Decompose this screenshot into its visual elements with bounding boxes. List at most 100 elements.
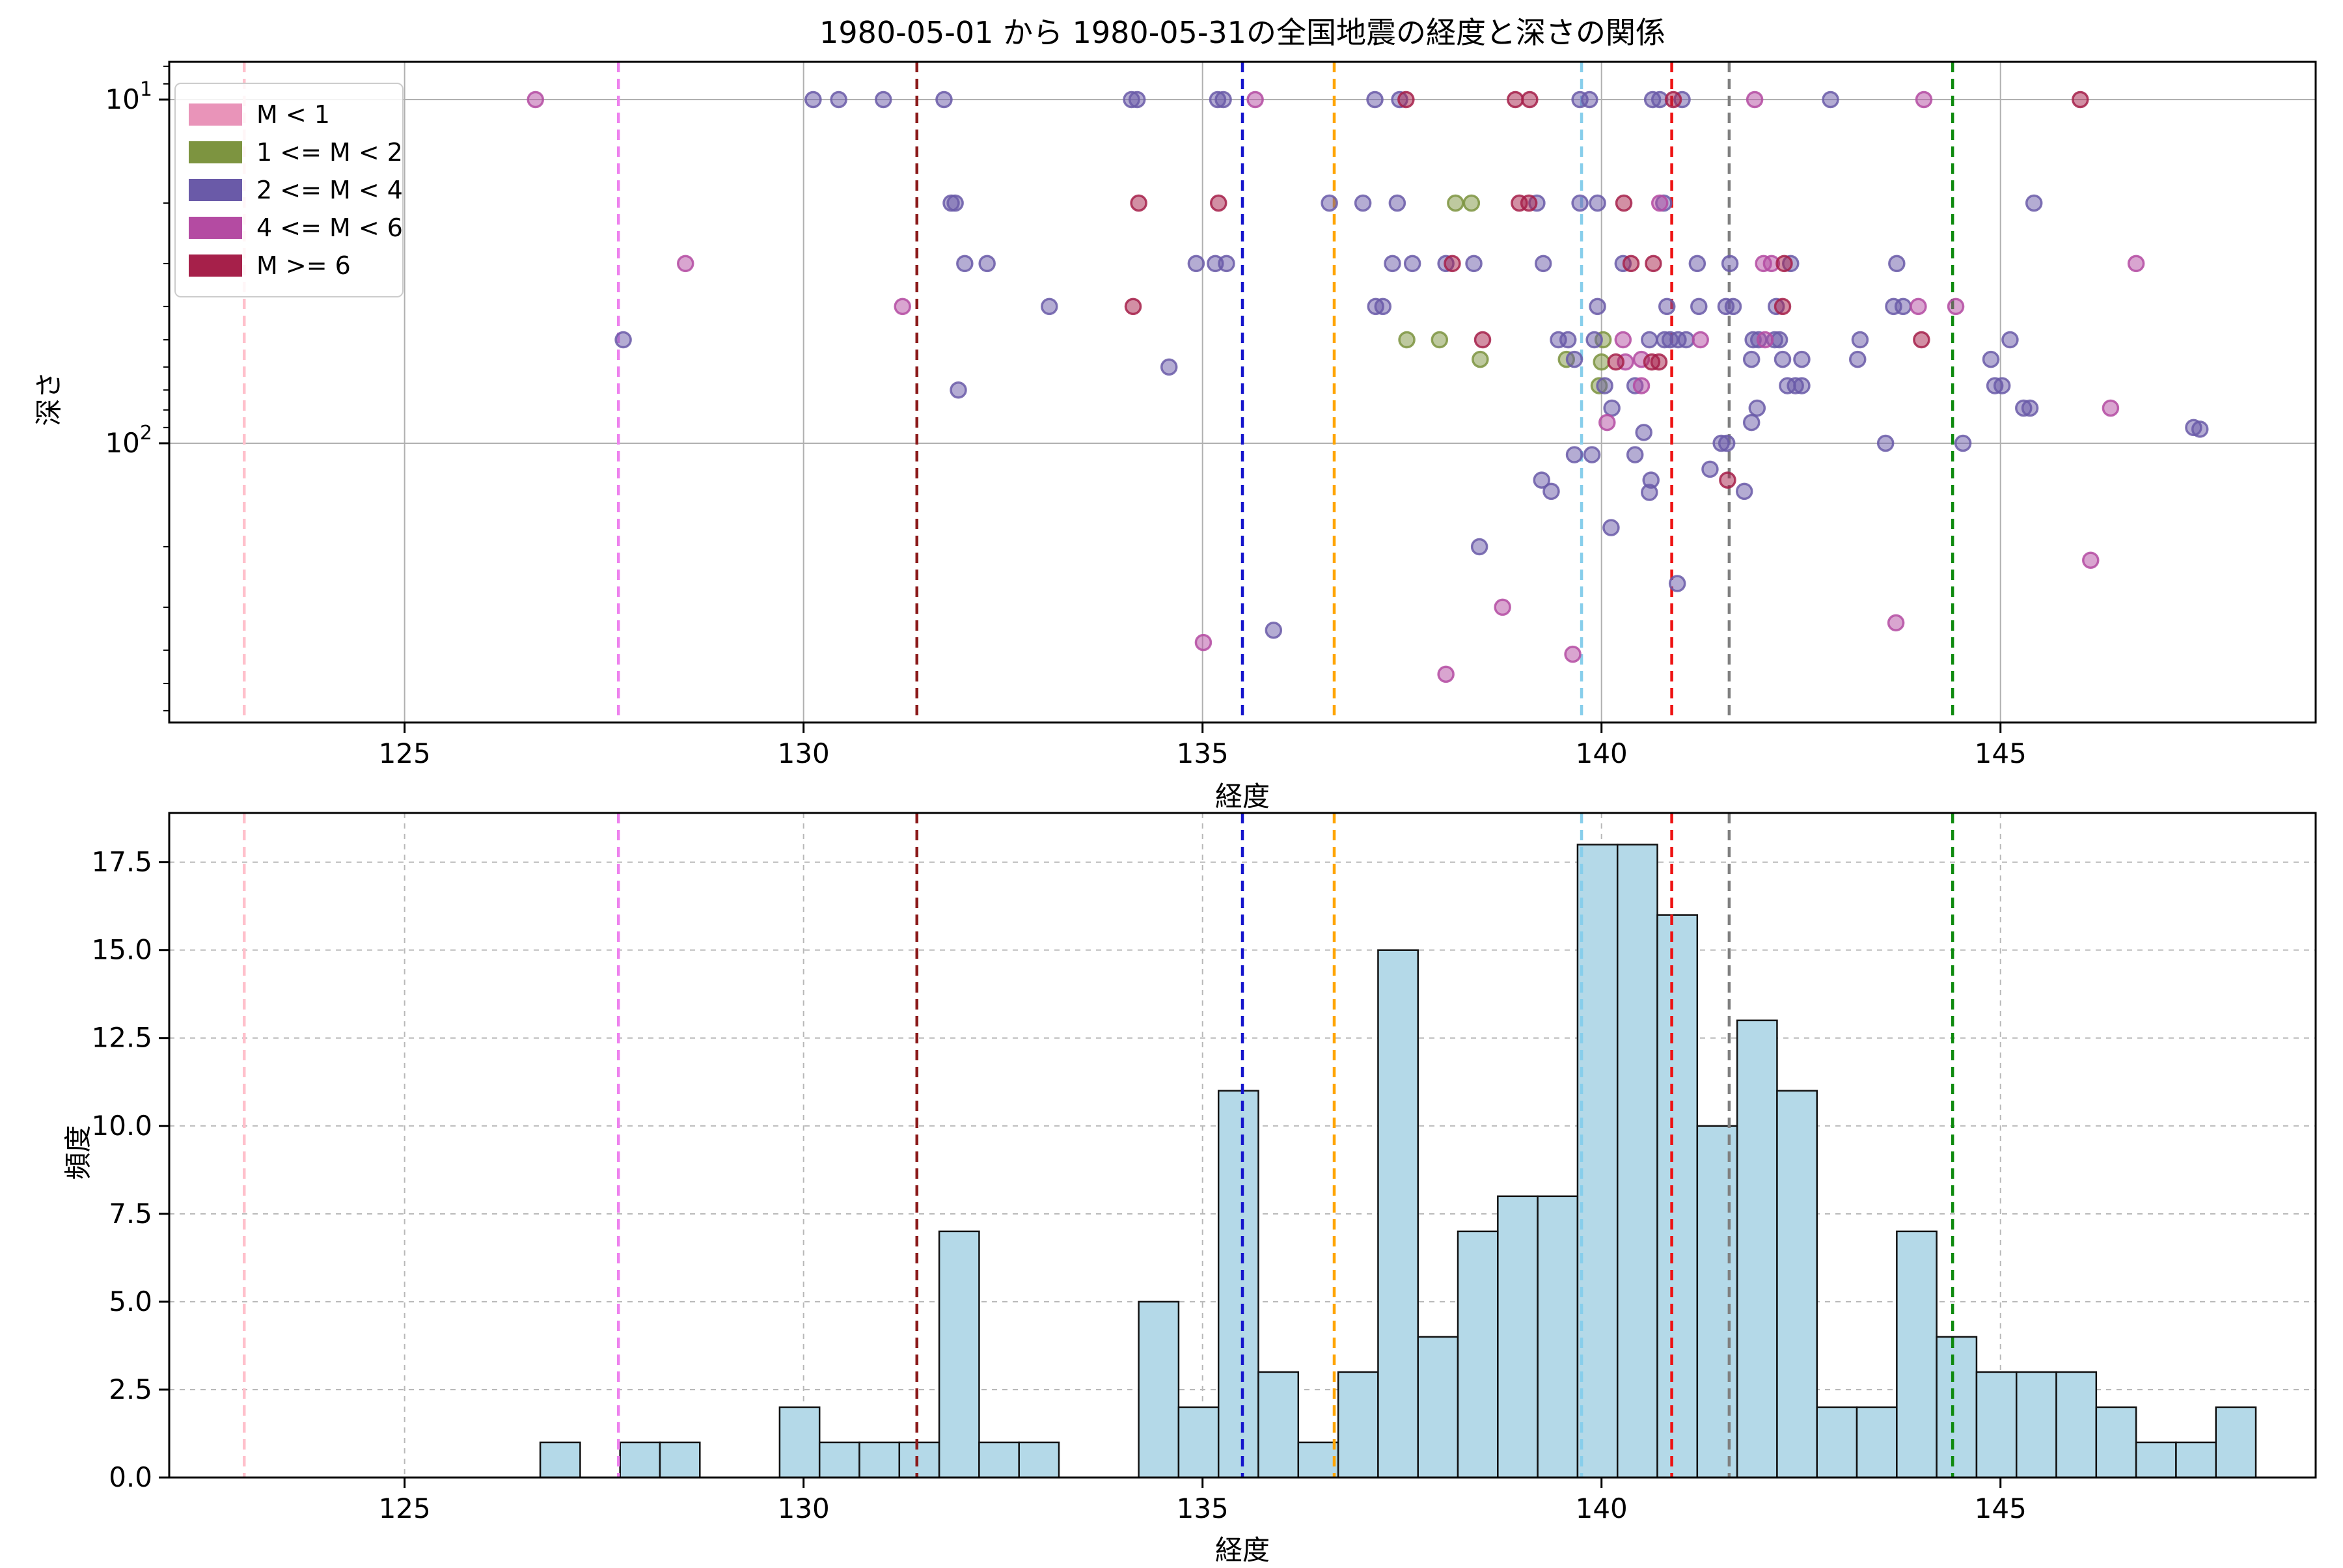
- data-point: [1585, 331, 1603, 349]
- data-point: [1542, 482, 1560, 501]
- svg-text:145: 145: [1975, 1492, 2027, 1524]
- data-point: [1041, 297, 1058, 316]
- legend-swatch-icon: [189, 217, 242, 239]
- svg-text:7.5: 7.5: [109, 1198, 152, 1230]
- data-point: [978, 254, 996, 273]
- data-point: [1721, 254, 1739, 273]
- svg-text:125: 125: [379, 1492, 431, 1524]
- data-point: [1954, 434, 1972, 452]
- data-point: [1565, 446, 1583, 463]
- svg-text:125: 125: [379, 737, 431, 769]
- data-point: [1756, 331, 1774, 349]
- svg-text:17.5: 17.5: [91, 846, 152, 878]
- scatter-xaxis-label: 経度: [1214, 780, 1270, 812]
- histogram-bar: [1257, 1371, 1300, 1479]
- svg-text:12.5: 12.5: [91, 1022, 152, 1054]
- data-point: [1494, 598, 1511, 616]
- histogram-bar: [1616, 844, 1658, 1479]
- data-point: [1645, 254, 1662, 273]
- data-point: [1564, 645, 1582, 663]
- data-point: [894, 297, 911, 316]
- histogram-bar: [2015, 1371, 2057, 1479]
- data-point: [1774, 297, 1792, 316]
- svg-text:135: 135: [1177, 737, 1229, 769]
- scatter-plot: 125 130 135 140 145 101 102: [105, 61, 2317, 769]
- data-point: [2021, 399, 2039, 417]
- data-point: [1746, 90, 1764, 109]
- legend-item-label: 1 <= M < 2: [256, 138, 403, 167]
- data-point: [1507, 90, 1524, 109]
- histogram-bar: [1696, 1125, 1738, 1479]
- data-point: [1701, 460, 1719, 478]
- data-point: [1130, 194, 1147, 212]
- magnitude-legend: M < 1 1 <= M < 2 2 <= M < 4 4 <= M < 6 M >= …: [174, 83, 404, 297]
- data-point: [1742, 413, 1761, 432]
- legend-swatch-icon: [189, 141, 242, 163]
- legend-swatch-icon: [189, 254, 242, 277]
- data-point: [1894, 297, 1912, 316]
- data-point: [1664, 90, 1682, 109]
- data-point: [1688, 254, 1706, 273]
- svg-text:145: 145: [1975, 737, 2027, 769]
- data-point: [1354, 194, 1372, 212]
- data-point: [1431, 331, 1449, 349]
- data-point: [935, 90, 953, 109]
- legend-item-4: M >= 6: [189, 247, 387, 284]
- data-point: [1589, 297, 1606, 316]
- svg-text:10.0: 10.0: [91, 1110, 152, 1142]
- legend-item-3: 4 <= M < 6: [189, 209, 403, 247]
- data-point: [1658, 297, 1676, 316]
- data-point: [1388, 194, 1406, 212]
- data-point: [2025, 194, 2043, 212]
- svg-text:102: 102: [105, 422, 152, 459]
- data-point: [2001, 331, 2019, 349]
- histogram-bar: [1896, 1230, 1938, 1479]
- histogram-bar: [619, 1441, 661, 1479]
- data-point: [1724, 297, 1742, 316]
- data-point: [1374, 297, 1392, 316]
- data-point: [1209, 194, 1227, 212]
- histogram-xaxis-label: 経度: [1214, 1534, 1270, 1566]
- histogram-yaxis-label: 頻度: [62, 1125, 94, 1180]
- data-point: [1607, 353, 1625, 371]
- data-point: [1849, 350, 1867, 368]
- data-point: [1718, 434, 1736, 452]
- data-point: [1534, 254, 1552, 273]
- legend-item-label: M >= 6: [256, 251, 351, 280]
- data-point: [956, 254, 974, 273]
- histogram-bar: [1736, 1019, 1778, 1479]
- data-point: [1993, 377, 2011, 394]
- data-point: [1690, 297, 1708, 316]
- svg-text:5.0: 5.0: [109, 1286, 152, 1317]
- data-point: [1793, 350, 1811, 368]
- data-point: [1603, 399, 1621, 417]
- data-point: [804, 90, 822, 109]
- histogram-bar: [1497, 1195, 1539, 1479]
- data-point: [1521, 90, 1539, 109]
- data-point: [1187, 254, 1205, 273]
- data-point: [1565, 350, 1583, 368]
- histogram-bar: [1177, 1406, 1220, 1479]
- data-point: [1775, 254, 1793, 273]
- data-point: [1650, 353, 1668, 371]
- data-point: [1982, 350, 2000, 368]
- histogram-bar: [1217, 1090, 1259, 1479]
- legend-item-1: 1 <= M < 2: [189, 133, 403, 171]
- histogram-bar: [1377, 949, 1419, 1479]
- data-point: [1520, 194, 1538, 212]
- data-point: [1822, 90, 1839, 109]
- data-point: [1596, 377, 1613, 394]
- histogram-bar: [978, 1441, 1020, 1479]
- histogram-bar: [1656, 914, 1699, 1479]
- data-point: [946, 194, 964, 212]
- histogram-bar: [1417, 1336, 1459, 1479]
- data-point: [1366, 90, 1384, 109]
- data-point: [1589, 194, 1606, 212]
- data-point: [1194, 633, 1213, 652]
- histogram-bar: [2095, 1406, 2137, 1479]
- histogram-bar: [2135, 1441, 2177, 1479]
- data-point: [1888, 254, 1906, 273]
- data-point: [1265, 622, 1283, 639]
